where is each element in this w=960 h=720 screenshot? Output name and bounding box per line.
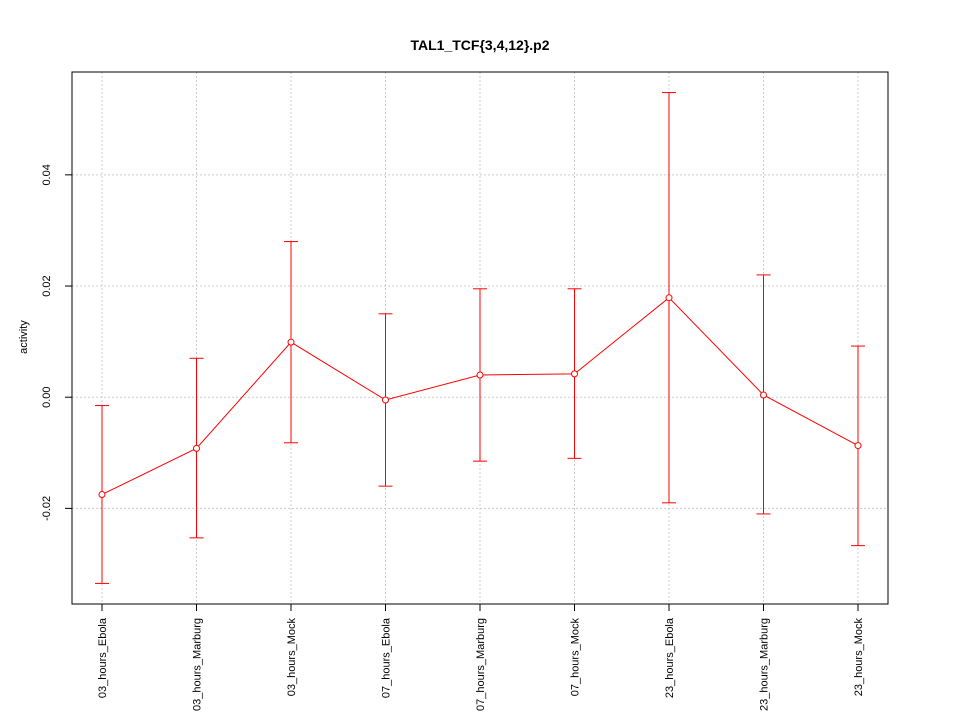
x-tick-label: 23_hours_Marburg [759, 618, 771, 711]
series [95, 92, 865, 584]
data-point [571, 370, 578, 378]
data-point [665, 294, 673, 302]
axis-ticks: 03_hours_Ebola 03_hours_Marburg 03_hours_M… [41, 164, 865, 711]
data-point [193, 444, 200, 452]
data-point [287, 338, 295, 346]
y-tick-label: -0.02 [41, 496, 53, 521]
data-point [760, 391, 767, 399]
x-tick-label: 23_hours_Mock [853, 618, 865, 697]
y-axis-label: activity [18, 320, 30, 354]
x-tick-label: 03_hours_Mock [286, 618, 298, 697]
y-tick-label: 0.04 [41, 164, 53, 185]
x-tick-label: 07_hours_Mock [570, 618, 582, 697]
y-tick-label: 0.02 [41, 275, 53, 296]
data-point [382, 396, 389, 404]
x-tick-label: 03_hours_Ebola [97, 617, 109, 698]
x-tick-label: 07_hours_Ebola [381, 617, 393, 698]
y-tick-label: 0.00 [41, 386, 53, 407]
data-point [476, 371, 484, 379]
chart-title: TAL1_TCF{3,4,12}.p2 [410, 37, 549, 53]
plot-frame [71, 71, 889, 605]
data-point [854, 442, 862, 450]
data-point [98, 490, 106, 498]
x-tick-label: 23_hours_Ebola [664, 617, 676, 698]
x-tick-label: 07_hours_Marburg [475, 618, 487, 711]
x-tick-label: 03_hours_Marburg [192, 618, 204, 711]
